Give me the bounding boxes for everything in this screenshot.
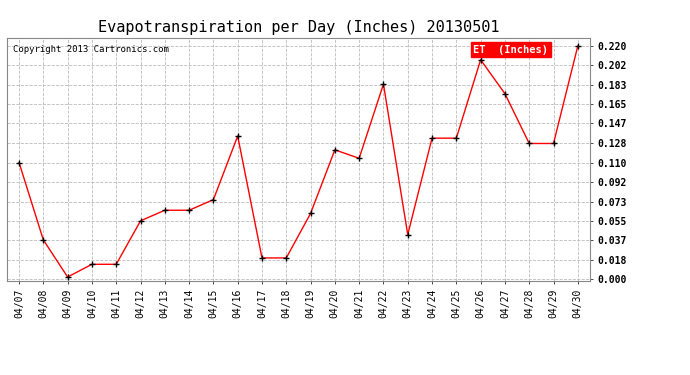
Title: Evapotranspiration per Day (Inches) 20130501: Evapotranspiration per Day (Inches) 2013…	[98, 20, 499, 35]
Text: Copyright 2013 Cartronics.com: Copyright 2013 Cartronics.com	[12, 45, 168, 54]
Text: ET  (Inches): ET (Inches)	[473, 45, 549, 55]
